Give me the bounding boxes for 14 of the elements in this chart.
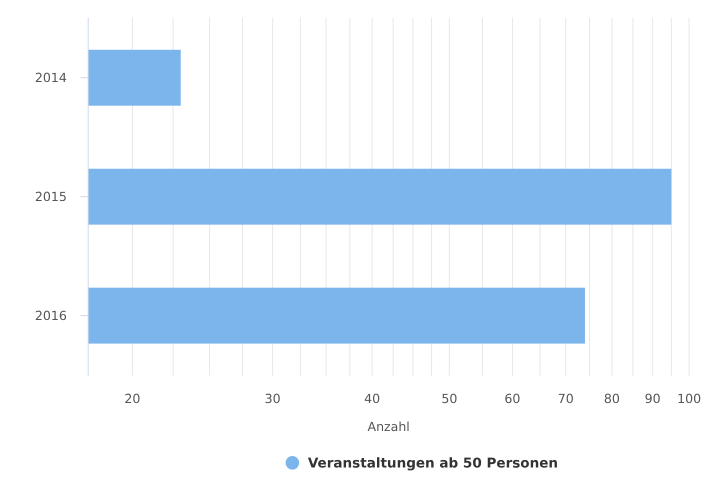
x-tick-label: 60 xyxy=(504,390,520,406)
x-tick-label: 70 xyxy=(558,390,574,406)
legend-label: Veranstaltungen ab 50 Personen xyxy=(308,456,558,472)
y-tick-label: 2016 xyxy=(34,308,67,324)
y-tick-label: 2015 xyxy=(34,189,67,204)
x-tick-label: 50 xyxy=(441,390,458,406)
x-tick-label: 40 xyxy=(364,390,380,406)
x-tick-label: 90 xyxy=(644,390,661,406)
x-tick-label: 20 xyxy=(124,390,140,406)
x-axis-title: Anzahl xyxy=(367,418,410,434)
x-tick-label: 100 xyxy=(677,390,702,406)
y-tick-label: 2014 xyxy=(34,70,67,86)
x-tick-label: 30 xyxy=(264,390,281,406)
x-tick-label: 80 xyxy=(604,390,620,406)
